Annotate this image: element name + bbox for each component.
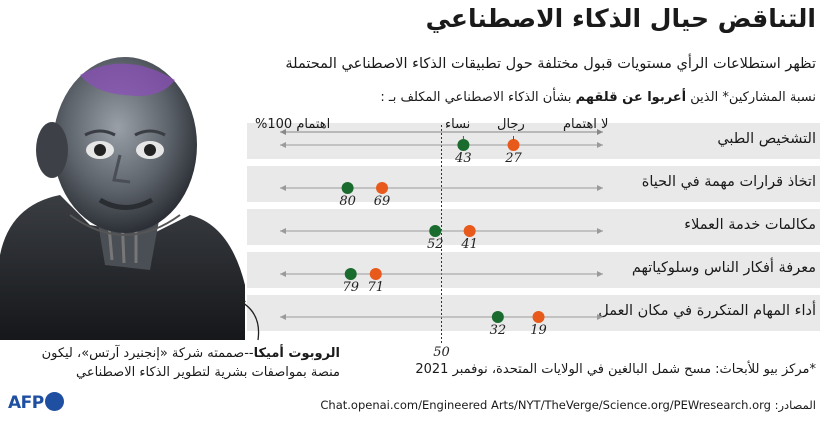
value-label-women: 43 (454, 151, 472, 166)
robot-ameca-image (0, 57, 245, 340)
row-axis-arrow-right (597, 185, 603, 191)
source-line: Chat.openai.com/Engineered Arts/NYT/TheV… (320, 398, 816, 412)
row-axis-arrow-right (597, 142, 603, 148)
robot-description: --صممته شركة «إنجنيرد آرتس»، ليكون منصة … (41, 346, 340, 380)
row-axis-arrow-left (280, 271, 286, 277)
row-band-1 (247, 123, 820, 159)
legend-men: رجال (497, 117, 525, 132)
row-axis-arrow-right (597, 314, 603, 320)
dot-men (507, 139, 520, 151)
afp-logo: AFP (8, 392, 64, 413)
dot-men (463, 225, 476, 237)
row-axis-arrow-left (280, 142, 286, 148)
footnote: *مركز بيو للأبحاث: مسح شمل البالغين في ا… (415, 362, 816, 377)
question-before: نسبة المشاركين* الذين (686, 90, 816, 105)
dot-women (341, 182, 354, 194)
row-band-2 (247, 166, 820, 202)
afp-logo-ball-icon (44, 392, 64, 411)
row-band-5 (247, 295, 820, 331)
dot-women (491, 311, 504, 323)
category-label-1: التشخيص الطبي (717, 131, 816, 147)
value-label-men: 69 (374, 194, 391, 209)
chart-subtitle: تظهر استطلاعات الرأي مستويات قبول مختلفة… (285, 56, 816, 72)
dot-men (376, 182, 389, 194)
category-label-3: مكالمات خدمة العملاء (684, 217, 816, 233)
value-label-women: 80 (339, 194, 356, 209)
dot-men (369, 268, 382, 280)
dot-women (457, 139, 470, 151)
value-label-men: 19 (530, 323, 547, 338)
row-axis-arrow-right (597, 228, 603, 234)
value-label-women: 32 (490, 323, 507, 338)
robot-caption: الروبوت أميكا--صممته شركة «إنجنيرد آرتس»… (10, 344, 340, 382)
category-label-5: أداء المهام المتكررة في مكان العمل (598, 303, 816, 319)
question-bold: أعربوا عن قلقهم (575, 90, 687, 105)
question-text: نسبة المشاركين* الذين أعربوا عن قلقهم بش… (380, 90, 816, 105)
top-axis-arrow-right (597, 129, 603, 135)
legend-women: نساء (445, 117, 471, 132)
value-label-men: 71 (367, 280, 384, 295)
header-right-none: لا اهتمام (563, 117, 609, 132)
value-label-men: 41 (460, 237, 478, 252)
caption-pointer-arrowhead (238, 300, 246, 306)
top-axis-arrow-left (280, 129, 286, 135)
row-axis-arrow-left (280, 185, 286, 191)
value-label-women: 52 (427, 237, 444, 252)
row-band-4 (247, 252, 820, 288)
category-label-4: معرفة أفكار الناس وسلوكياتهم (631, 260, 816, 276)
reference-label: 50 (433, 345, 450, 360)
row-band-3 (247, 209, 820, 245)
header-left-max: اهتمام 100% (255, 117, 331, 132)
chart-title: التناقض حيال الذكاء الاصطناعي (425, 4, 816, 33)
row-axis-arrow-left (280, 228, 286, 234)
question-after: بشأن الذكاء الاصطناعي المكلف بـ : (380, 90, 576, 105)
robot-name: الروبوت أميكا (253, 346, 340, 361)
caption-pointer-arrow (237, 299, 260, 341)
dot-women (429, 225, 442, 237)
value-label-women: 79 (342, 280, 359, 295)
row-axis-arrow-left (280, 314, 286, 320)
row-axis-arrow-right (597, 271, 603, 277)
category-label-2: اتخاذ قرارات مهمة في الحياة (641, 174, 816, 190)
dot-women (344, 268, 357, 280)
dot-men (532, 311, 545, 323)
afp-logo-text: AFP (8, 393, 44, 413)
value-label-men: 27 (504, 151, 522, 166)
